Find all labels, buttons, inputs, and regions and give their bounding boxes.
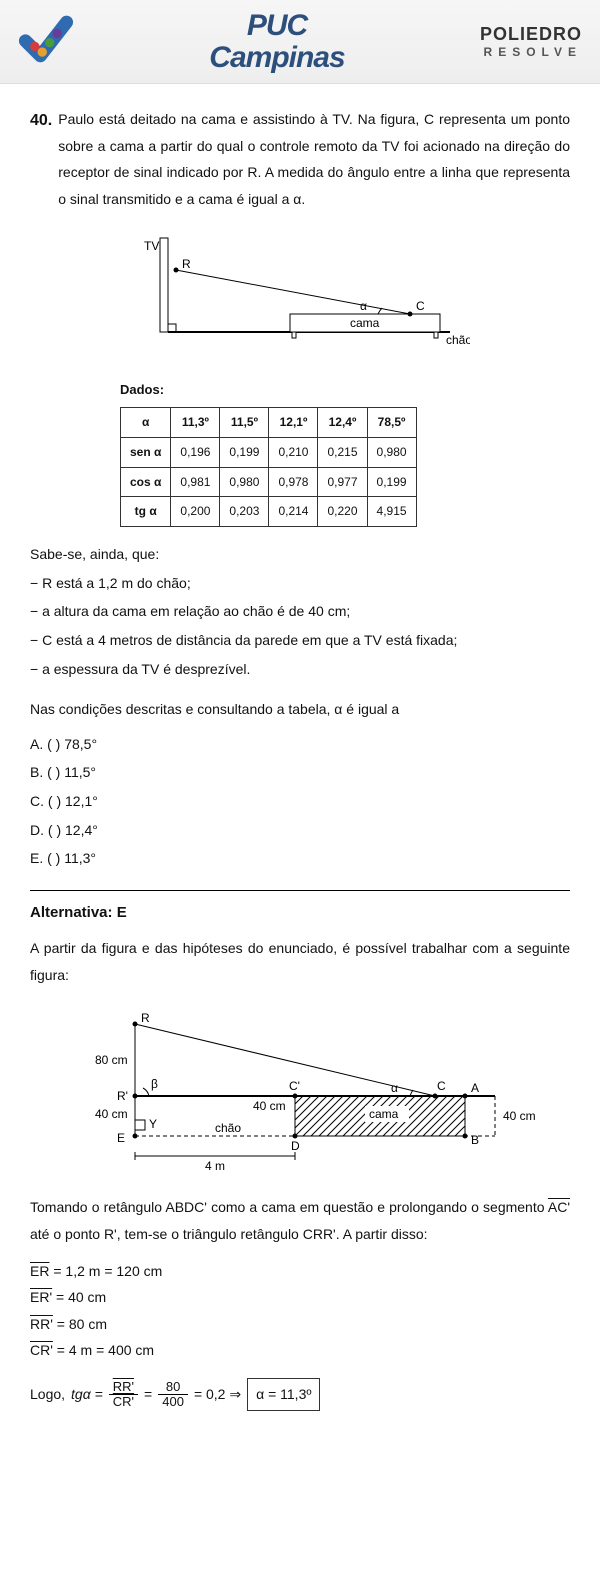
svg-text:40 cm: 40 cm (503, 1109, 535, 1123)
th: 11,5º (220, 408, 269, 438)
calc-line: CR' = 4 m = 400 cm (30, 1337, 570, 1364)
final-equation: Logo, tgα = RR'CR' = 80400 = 0,2 ⇒ α = 1… (30, 1378, 570, 1411)
figure-1: TV R C α cama chão (30, 230, 570, 360)
svg-text:α: α (360, 299, 367, 313)
th: 12,1º (269, 408, 318, 438)
brand-name: POLIEDRO (480, 24, 582, 45)
logo-word: Logo, (30, 1381, 65, 1408)
sub-info: Sabe-se, ainda, que: − R está a 1,2 m do… (30, 541, 570, 682)
solution-body: Tomando o retângulo ABDC' como a cama em… (30, 1194, 570, 1247)
table-row: cos α0,9810,9800,9780,9770,199 (121, 467, 417, 497)
eq-sign: = (144, 1381, 152, 1408)
svg-text:β: β (151, 1077, 158, 1091)
solution-intro: A partir da figura e das hipóteses do en… (30, 935, 570, 988)
svg-text:α: α (391, 1081, 398, 1095)
page-header: PUCCampinas POLIEDRO RESOLVE (0, 0, 600, 84)
fraction-2: 80400 (158, 1380, 188, 1410)
svg-text:TV: TV (144, 239, 159, 253)
th: 78,5º (367, 408, 416, 438)
svg-text:chão: chão (446, 333, 470, 347)
svg-text:40 cm: 40 cm (95, 1107, 128, 1121)
svg-text:40 cm: 40 cm (253, 1099, 286, 1113)
svg-text:4 m: 4 m (205, 1159, 225, 1173)
calc-line: ER = 1,2 m = 120 cm (30, 1258, 570, 1285)
question-row: 40. Paulo está deitado na cama e assisti… (30, 106, 570, 212)
page-content: 40. Paulo está deitado na cama e assisti… (0, 84, 600, 1451)
svg-text:C': C' (289, 1079, 300, 1093)
boxed-answer: α = 11,3º (247, 1378, 320, 1411)
calc-line: ER' = 40 cm (30, 1284, 570, 1311)
sub-line: − a altura da cama em relação ao chão é … (30, 598, 570, 625)
svg-text:chão: chão (215, 1121, 241, 1135)
brand-sub: RESOLVE (480, 45, 582, 59)
option-d: D. ( ) 12,4° (30, 817, 570, 844)
prompt: Nas condições descritas e consultando a … (30, 696, 570, 723)
sub-intro: Sabe-se, ainda, que: (30, 541, 570, 568)
option-e: E. ( ) 11,3° (30, 845, 570, 872)
svg-text:R: R (182, 257, 191, 271)
option-a: A. ( ) 78,5° (30, 731, 570, 758)
th: 11,3º (171, 408, 220, 438)
dados-label: Dados: (120, 378, 570, 403)
logo-check (18, 11, 74, 72)
figure-2: R R' E Y 80 cm 40 cm β C' D C A B (30, 1006, 570, 1176)
answer-label: Alternativa: E (30, 899, 570, 928)
calc-line: RR' = 80 cm (30, 1311, 570, 1338)
svg-text:R: R (141, 1011, 150, 1025)
svg-text:Y: Y (149, 1117, 157, 1131)
svg-text:cama: cama (350, 316, 380, 330)
options-list: A. ( ) 78,5° B. ( ) 11,5° C. ( ) 12,1° D… (30, 731, 570, 872)
brand-box: POLIEDRO RESOLVE (480, 24, 582, 59)
sub-line: − C está a 4 metros de distância da pare… (30, 627, 570, 654)
title-line2: Campinas (209, 41, 344, 74)
svg-text:80 cm: 80 cm (95, 1053, 128, 1067)
table-row: sen α0,1960,1990,2100,2150,980 (121, 437, 417, 467)
svg-text:B: B (471, 1133, 479, 1147)
title-line1: PUC (247, 9, 307, 42)
tga-label: tgα = (71, 1381, 103, 1408)
separator (30, 890, 570, 891)
option-c: C. ( ) 12,1° (30, 788, 570, 815)
option-b: B. ( ) 11,5° (30, 759, 570, 786)
question-text: Paulo está deitado na cama e assistindo … (58, 106, 570, 212)
main-title: PUCCampinas (74, 10, 480, 73)
svg-text:E: E (117, 1131, 125, 1145)
svg-text:A: A (471, 1081, 479, 1095)
svg-text:R': R' (117, 1089, 128, 1103)
svg-text:C: C (416, 299, 425, 313)
question-number: 40. (30, 106, 52, 212)
sub-line: − a espessura da TV é desprezível. (30, 656, 570, 683)
th: α (121, 408, 171, 438)
trig-table: α 11,3º 11,5º 12,1º 12,4º 78,5º sen α0,1… (120, 407, 417, 527)
eq-result: = 0,2 ⇒ (194, 1381, 241, 1408)
svg-text:D: D (291, 1139, 300, 1153)
svg-text:cama: cama (369, 1107, 399, 1121)
svg-text:C: C (437, 1079, 446, 1093)
table-header-row: α 11,3º 11,5º 12,1º 12,4º 78,5º (121, 408, 417, 438)
th: 12,4º (318, 408, 367, 438)
table-row: tg α0,2000,2030,2140,2204,915 (121, 497, 417, 527)
fraction-1: RR'CR' (109, 1380, 138, 1410)
sub-line: − R está a 1,2 m do chão; (30, 570, 570, 597)
